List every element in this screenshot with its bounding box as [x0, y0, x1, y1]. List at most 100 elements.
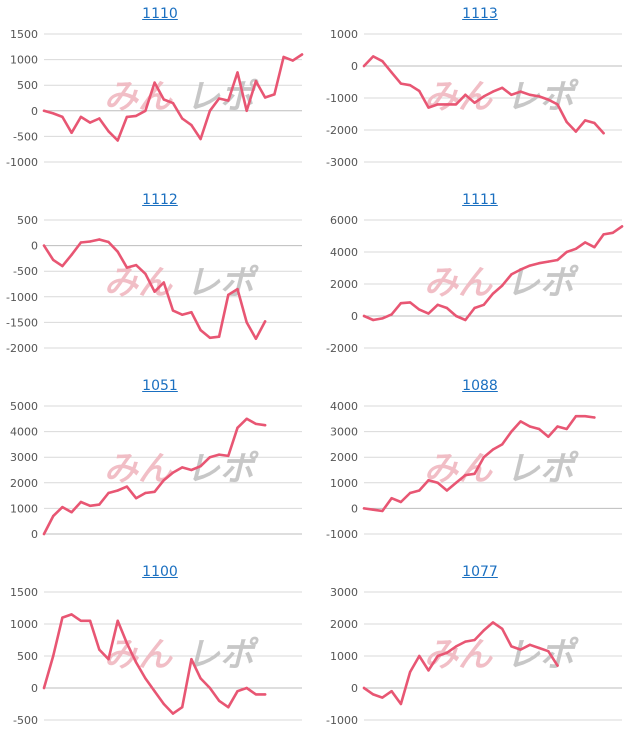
- data-point: [381, 60, 384, 63]
- data-point: [620, 225, 624, 228]
- data-point: [153, 690, 156, 693]
- data-point: [408, 301, 412, 304]
- y-tick-label: 1000: [10, 54, 38, 67]
- y-tick-label: 0: [31, 682, 38, 695]
- data-point: [362, 64, 366, 68]
- data-point: [464, 473, 467, 477]
- data-point: [454, 103, 458, 106]
- data-point: [390, 690, 393, 693]
- data-point: [510, 273, 513, 276]
- data-point: [381, 317, 384, 320]
- series-line: [362, 414, 596, 513]
- data-point: [362, 686, 366, 690]
- data-point: [436, 654, 439, 658]
- data-point: [510, 645, 513, 648]
- chart-title-link[interactable]: 1077: [462, 564, 498, 580]
- chart-plot: -1000 0 1000 2000 3000 みん レポ: [326, 586, 622, 727]
- chart-title-link[interactable]: 1051: [142, 378, 178, 394]
- data-point: [547, 650, 550, 653]
- data-point: [528, 643, 532, 646]
- data-point: [491, 621, 495, 624]
- data-point: [445, 489, 449, 492]
- data-point: [70, 613, 73, 616]
- data-point: [162, 281, 165, 284]
- y-tick-label: -2000: [6, 342, 38, 355]
- data-point: [390, 497, 393, 500]
- y-tick-label: 1500: [10, 586, 38, 599]
- y-tick-label: 0: [31, 528, 38, 541]
- data-point: [583, 415, 587, 418]
- chart-title-link[interactable]: 1112: [142, 192, 178, 208]
- data-point: [107, 240, 110, 244]
- data-point: [236, 426, 239, 429]
- data-point: [61, 115, 64, 119]
- data-point: [171, 471, 175, 474]
- data-point: [501, 443, 504, 446]
- series-line: [362, 621, 559, 706]
- data-point: [427, 312, 430, 315]
- data-point: [473, 306, 476, 310]
- data-point: [88, 121, 92, 124]
- data-point: [583, 241, 587, 244]
- data-point: [116, 139, 119, 142]
- svg-text:レポ: レポ: [506, 635, 579, 675]
- y-tick-label: 1500: [10, 28, 38, 41]
- data-point: [263, 320, 267, 323]
- data-point: [583, 119, 587, 122]
- data-point: [602, 132, 605, 135]
- data-point: [144, 109, 147, 113]
- data-point: [144, 272, 147, 275]
- data-point: [436, 303, 439, 306]
- data-point: [98, 117, 101, 120]
- data-point: [501, 284, 504, 287]
- data-point: [107, 491, 110, 495]
- y-tick-label: 2000: [10, 477, 38, 490]
- data-point: [61, 616, 64, 619]
- chart-title-link[interactable]: 1113: [462, 6, 498, 22]
- data-point: [501, 86, 504, 90]
- data-point: [254, 79, 258, 83]
- data-point: [79, 115, 83, 119]
- data-point: [547, 260, 550, 263]
- y-tick-label: 500: [17, 650, 38, 663]
- svg-text:みん: みん: [424, 635, 493, 675]
- chart-panel: -1000 -500 0 500 1000 1500 みん レポ 1110: [0, 0, 320, 186]
- data-point: [162, 98, 165, 101]
- data-point: [399, 702, 403, 706]
- data-point: [537, 427, 541, 431]
- data-point: [190, 123, 193, 127]
- data-point: [445, 651, 449, 654]
- chart-panel: -2000 -1500 -1000 -500 0 500 みん レポ 1112: [0, 186, 320, 372]
- data-point: [245, 417, 248, 420]
- data-point: [208, 686, 212, 690]
- y-tick-label: 3000: [330, 586, 358, 599]
- chart-title-link[interactable]: 1088: [462, 378, 498, 394]
- data-point: [199, 137, 202, 141]
- data-point: [162, 702, 165, 706]
- y-tick-label: 0: [31, 105, 38, 118]
- data-point: [263, 424, 267, 427]
- y-tick-label: 0: [351, 60, 358, 73]
- data-point: [556, 258, 559, 262]
- chart-title-link[interactable]: 1110: [142, 6, 178, 22]
- data-point: [153, 490, 156, 493]
- data-point: [42, 532, 46, 536]
- y-tick-label: 2000: [330, 618, 358, 631]
- data-point: [125, 266, 129, 269]
- chart-title-link[interactable]: 1111: [462, 192, 498, 208]
- data-point: [282, 55, 285, 59]
- data-point: [208, 109, 212, 113]
- data-point: [134, 263, 138, 267]
- y-tick-label: 1000: [330, 650, 358, 663]
- data-point: [217, 335, 221, 338]
- data-point: [473, 101, 476, 105]
- data-point: [144, 491, 147, 495]
- data-point: [593, 246, 596, 249]
- data-point: [501, 627, 504, 630]
- data-point: [116, 619, 119, 622]
- data-point: [418, 308, 421, 311]
- chart-title-link[interactable]: 1100: [142, 564, 178, 580]
- series-line: [362, 225, 624, 322]
- data-point: [107, 658, 110, 661]
